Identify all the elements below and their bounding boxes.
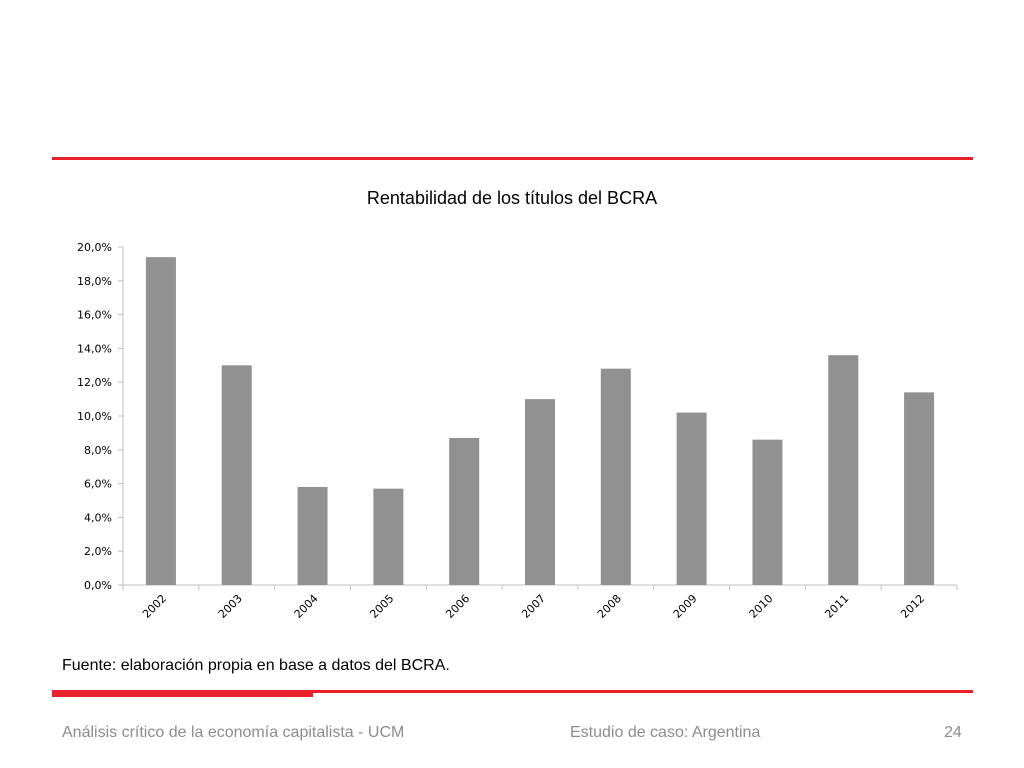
x-tick-label: 2005: [367, 592, 396, 621]
bar-2004: [297, 486, 328, 585]
chart-title: Rentabilidad de los títulos del BCRA: [367, 188, 657, 208]
x-tick-label: 2002: [140, 592, 169, 621]
y-tick-label: 14,0%: [77, 342, 112, 355]
source-note: Fuente: elaboración propia en base a dat…: [62, 657, 450, 674]
bottom-divider-accent: [52, 693, 313, 697]
page-number: 24: [944, 724, 962, 741]
x-tick-label: 2010: [747, 592, 776, 621]
x-tick-label: 2004: [292, 592, 321, 621]
y-tick-label: 0,0%: [84, 579, 112, 592]
bar-series: [145, 257, 935, 585]
x-tick-label: 2009: [671, 592, 700, 621]
y-tick-label: 6,0%: [84, 478, 112, 491]
bar-2010: [752, 439, 783, 585]
bar-chart: Rentabilidad de los títulos del BCRA 0,0…: [77, 188, 958, 621]
x-tick-label: 2003: [216, 592, 245, 621]
y-tick-label: 18,0%: [77, 275, 112, 288]
bar-2002: [145, 257, 176, 585]
bar-2006: [449, 437, 480, 585]
x-tick-label: 2006: [443, 592, 472, 621]
top-divider: [52, 157, 973, 160]
y-tick-label: 10,0%: [77, 410, 112, 423]
bar-2005: [373, 488, 404, 585]
bar-2011: [828, 355, 859, 585]
footer-section-title: Estudio de caso: Argentina: [570, 724, 761, 741]
bar-2007: [525, 399, 555, 585]
bar-2003: [221, 365, 252, 585]
y-tick-label: 12,0%: [77, 376, 112, 389]
y-tick-label: 16,0%: [77, 309, 112, 322]
bar-2012: [904, 392, 935, 585]
y-tick-label: 4,0%: [84, 511, 112, 524]
x-tick-label: 2008: [595, 592, 624, 621]
x-tick-label: 2012: [898, 592, 927, 621]
footer-course-title: Análisis crítico de la economía capitali…: [62, 724, 405, 741]
y-tick-label: 20,0%: [77, 241, 112, 254]
y-axis: 0,0% 2,0% 4,0% 6,0% 8,0% 10,0% 12,0% 14,0% 16,0%…: [77, 241, 124, 592]
bottom-divider: [52, 690, 973, 693]
y-tick-label: 8,0%: [84, 444, 112, 457]
bar-2009: [676, 412, 707, 585]
bar-2008: [600, 368, 631, 585]
x-tick-label: 2007: [519, 592, 548, 621]
x-tick-label: 2011: [822, 592, 851, 621]
x-axis: 2002 2003 2004 2005 2006 2007 2008 2009 2010 2011…: [122, 584, 958, 621]
y-tick-label: 2,0%: [84, 545, 112, 558]
